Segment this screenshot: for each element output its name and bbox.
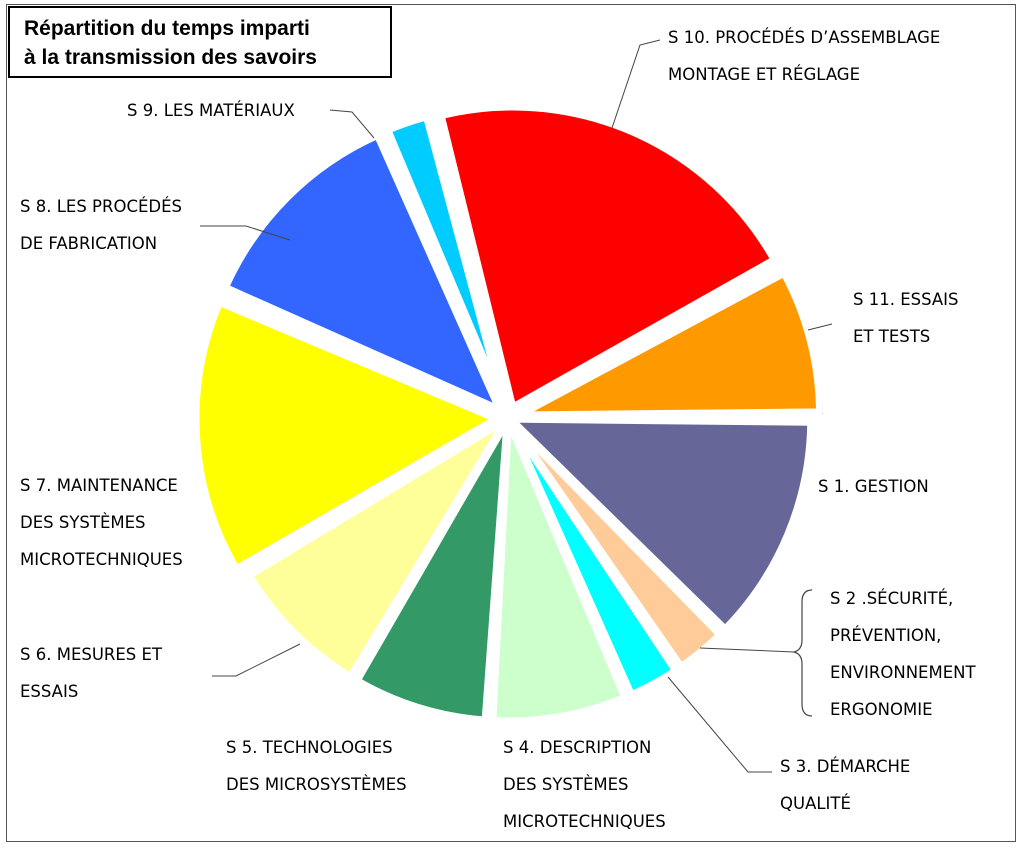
slice-label-line: S 9. LES MATÉRIAUX <box>127 101 295 120</box>
slice-label-10: S 10. PROCÉDÉS D’ASSEMBLAGE MONTAGE ET RÉ… <box>668 28 940 84</box>
leader-lines <box>200 39 833 773</box>
slice-label-11: S 11. ESSAIS ET TESTS <box>853 290 959 346</box>
chart-frame <box>6 4 1016 842</box>
slice-label-1: S 1. GESTION <box>818 477 929 496</box>
slice-label-6: S 6. MESURES ET ESSAIS <box>20 645 163 701</box>
slice-label-2: S 2 .SÉCURITÉ, PRÉVENTION, ENVIRONNEMENT ER… <box>830 589 976 719</box>
leader-line-8 <box>200 225 291 241</box>
leader-line-6 <box>212 643 301 677</box>
slice-label-line: S 8. LES PROCÉDÉS <box>20 197 182 216</box>
slice-label-line: MONTAGE ET RÉGLAGE <box>668 65 860 84</box>
slice-label-line: S 1. GESTION <box>818 477 929 496</box>
leader-line-2 <box>699 647 795 653</box>
slice-labels: S 1. GESTION S 2 .SÉCURITÉ, PRÉVENTION, ENV… <box>20 28 976 831</box>
leader-line-10 <box>611 39 661 129</box>
slice-label-line: QUALITÉ <box>780 794 851 813</box>
pie-slices <box>192 103 824 725</box>
slice-label-3: S 3. DÉMARCHE QUALITÉ <box>780 757 910 813</box>
slice-label-line: S 10. PROCÉDÉS D’ASSEMBLAGE <box>668 28 940 47</box>
pie-slice-9 <box>384 113 508 411</box>
slice-label-line: ESSAIS <box>20 682 78 701</box>
slice-label-line: ERGONOMIE <box>830 700 933 719</box>
slice-label-line: MICROTECHNIQUES <box>20 550 183 569</box>
slice-label-line: S 2 .SÉCURITÉ, <box>830 589 953 608</box>
pie-slice-7 <box>192 299 500 573</box>
slice-label-line: DE FABRICATION <box>20 234 157 253</box>
leader-line-11 <box>807 323 833 331</box>
slice-label-line: S 3. DÉMARCHE <box>780 757 910 776</box>
pie-slice-6 <box>245 416 510 681</box>
slice-label-7: S 7. MAINTENANCE DES SYSTÈMES MICROTECHNIQ… <box>20 476 183 569</box>
leader-line-9 <box>329 109 375 139</box>
slice-label-line: S 6. MESURES ET <box>20 645 163 664</box>
slice-label-line: S 4. DESCRIPTION <box>503 738 651 757</box>
slice-label-9: S 9. LES MATÉRIAUX <box>127 101 295 120</box>
chart-title-line-1: Répartition du temps imparti <box>24 17 310 40</box>
slice-label-4: S 4. DESCRIPTION DES SYSTÈMES MICROTECHNIQ… <box>503 738 666 831</box>
slice-label-line: ENVIRONNEMENT <box>830 663 976 682</box>
pie-slice-3 <box>505 417 679 699</box>
slice-label-line: S 7. MAINTENANCE <box>20 476 178 495</box>
slice-label-line: S 5. TECHNOLOGIES <box>226 738 393 757</box>
pie-slice-8 <box>221 131 504 414</box>
slice-label-8: S 8. LES PROCÉDÉS DE FABRICATION <box>20 197 182 253</box>
chart-title-line-2: à la transmission des savoirs <box>24 46 317 69</box>
slice-label-line: MICROTECHNIQUES <box>503 812 666 831</box>
slice-label-line: ET TESTS <box>853 327 930 346</box>
pie-slice-11 <box>516 269 824 419</box>
pie-slice-10 <box>437 103 778 411</box>
slice-label-5: S 5. TECHNOLOGIES DES MICROSYSTÈMES <box>226 738 407 794</box>
chart-title-box: Répartition du temps imparti à la transm… <box>8 6 392 78</box>
label-brace <box>793 589 813 717</box>
slice-label-line: DES MICROSYSTÈMES <box>226 775 407 794</box>
pie-slice-4 <box>489 417 629 725</box>
slice-label-line: DES SYSTÈMES <box>503 775 629 794</box>
slice-label-line: PRÉVENTION, <box>830 626 941 645</box>
slice-label-line: S 11. ESSAIS <box>853 290 959 309</box>
leader-line-3 <box>667 676 772 773</box>
slice-label-line: DES SYSTÈMES <box>20 513 146 532</box>
pie-slice-1 <box>507 415 815 633</box>
pie-slice-5 <box>353 417 511 724</box>
pie-slice-2 <box>506 416 724 671</box>
